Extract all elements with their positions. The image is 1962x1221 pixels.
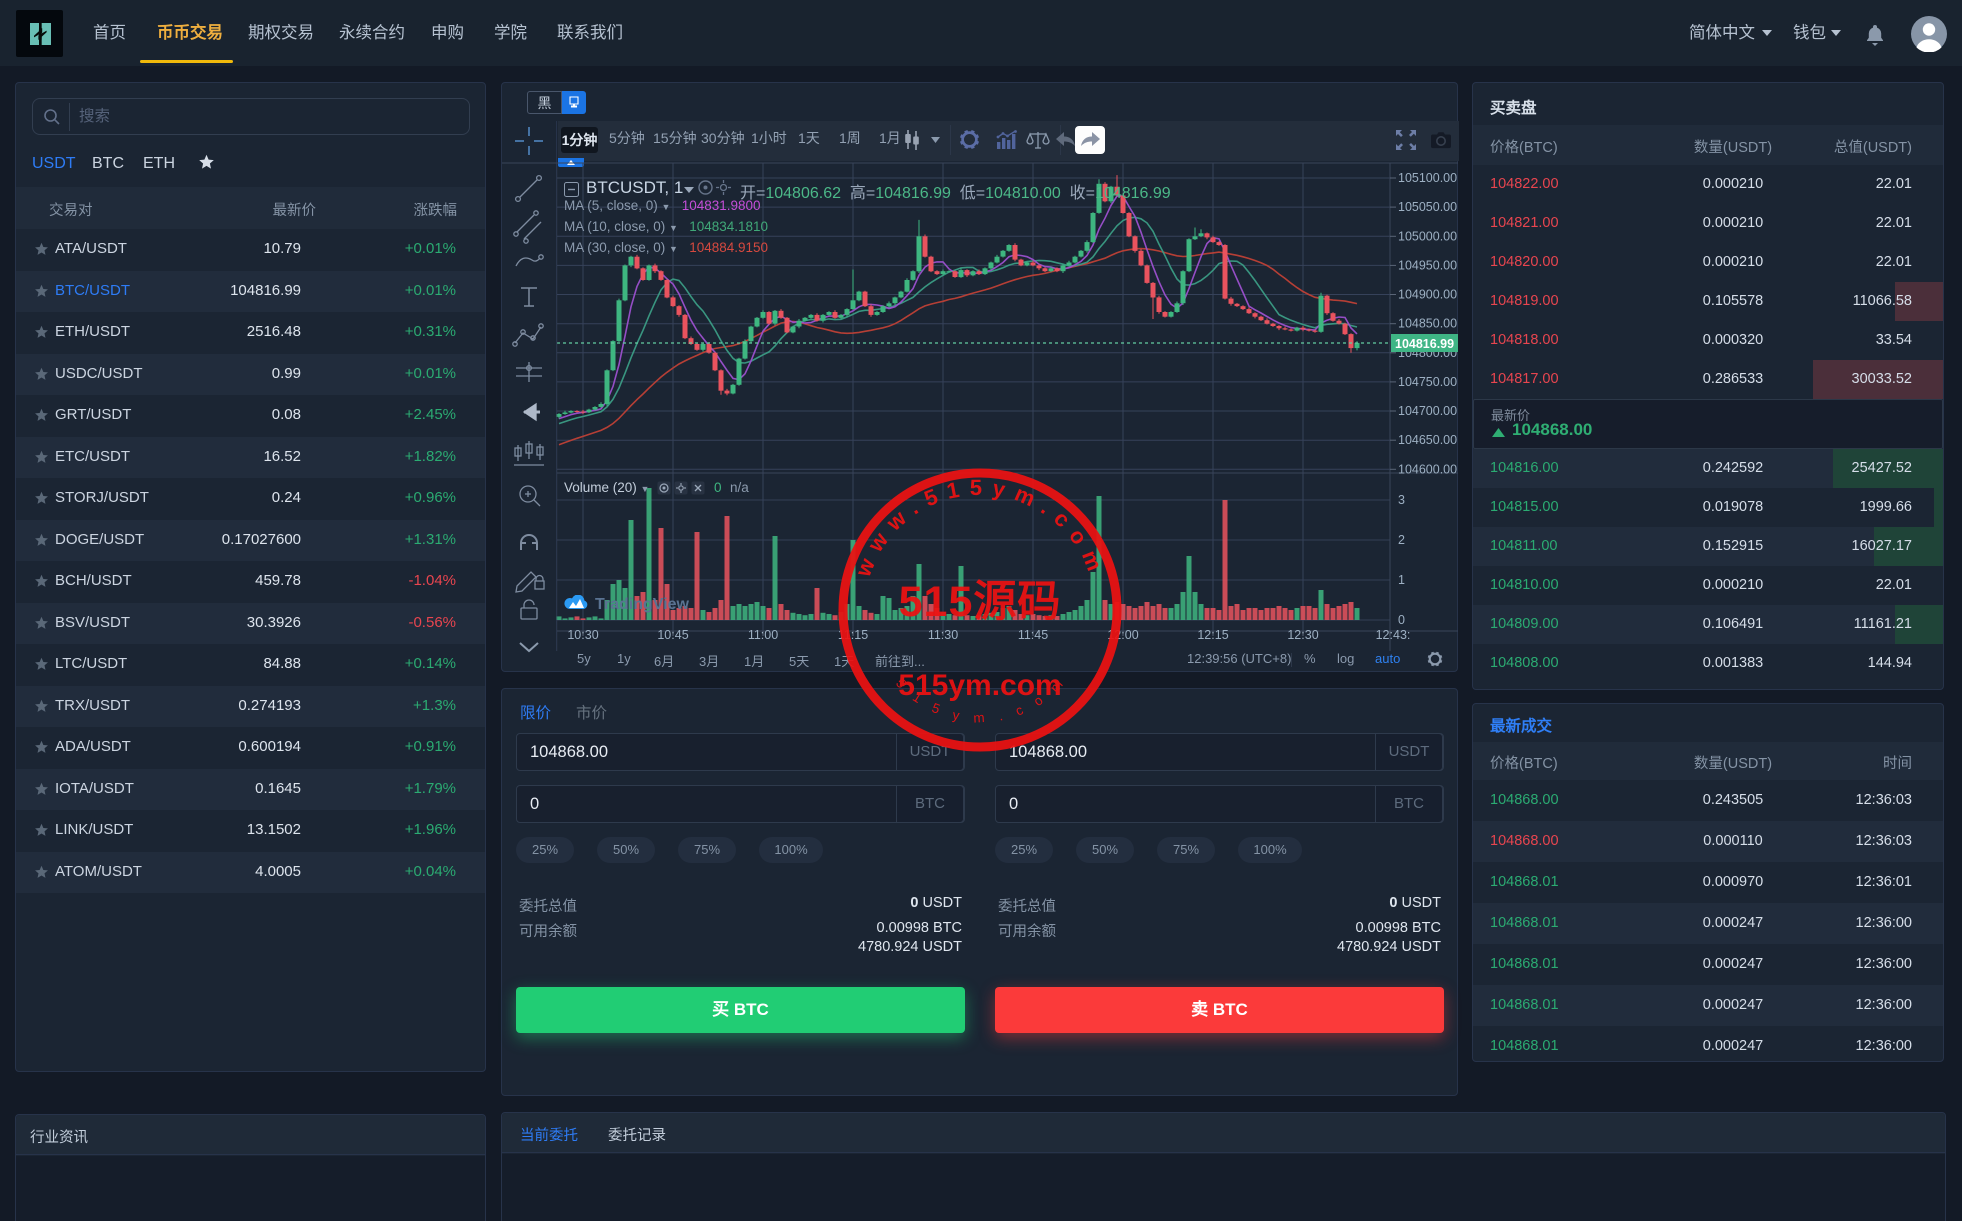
svg-text:104650.00: 104650.00 [1398, 433, 1457, 447]
svg-text:515ym.com: 515ym.com [898, 669, 1061, 702]
svg-text:11:30: 11:30 [928, 628, 958, 642]
svg-text:12:15: 12:15 [1197, 628, 1228, 642]
svg-text:12:30: 12:30 [1287, 628, 1318, 642]
svg-text:12:43:: 12:43: [1376, 628, 1411, 642]
svg-text:105100.00: 105100.00 [1398, 171, 1457, 185]
svg-text:www.515ym.com: www.515ym.com [850, 475, 1111, 583]
svg-text:11:00: 11:00 [748, 628, 778, 642]
svg-text:2: 2 [1398, 533, 1405, 547]
svg-text:1: 1 [1398, 573, 1405, 587]
svg-text:105050.00: 105050.00 [1398, 200, 1457, 214]
svg-text:104850.00: 104850.00 [1398, 317, 1457, 331]
svg-text:104900.00: 104900.00 [1398, 288, 1457, 302]
svg-text:3: 3 [1398, 493, 1405, 507]
svg-text:11:45: 11:45 [1018, 628, 1048, 642]
svg-text:105000.00: 105000.00 [1398, 229, 1457, 243]
svg-text:10:30: 10:30 [567, 628, 598, 642]
svg-text:0: 0 [1398, 613, 1405, 627]
svg-text:104700.00: 104700.00 [1398, 404, 1457, 418]
svg-text:104950.00: 104950.00 [1398, 258, 1457, 272]
svg-text:515源码: 515源码 [899, 578, 1062, 626]
svg-text:10:45: 10:45 [657, 628, 688, 642]
svg-text:104816.99: 104816.99 [1395, 337, 1454, 351]
svg-text:104600.00: 104600.00 [1398, 462, 1457, 476]
svg-text:104750.00: 104750.00 [1398, 375, 1457, 389]
